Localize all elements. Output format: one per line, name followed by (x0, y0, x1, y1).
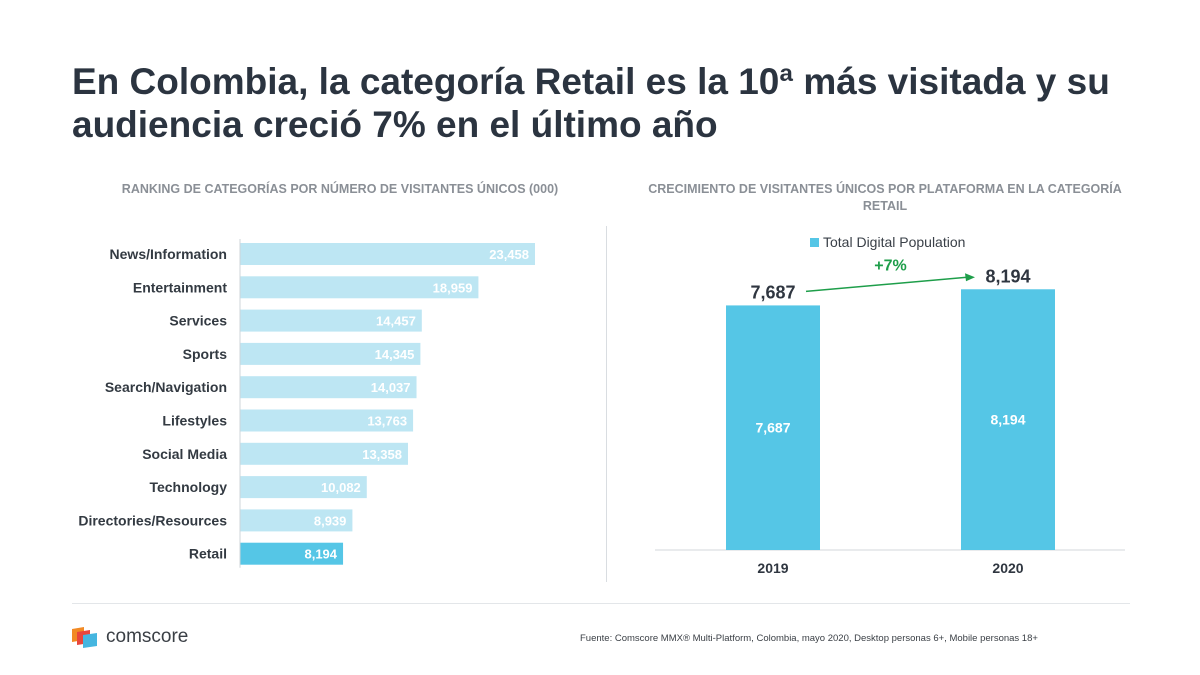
x-tick-label: 2020 (992, 560, 1023, 576)
growth-annotation: +7% (874, 257, 906, 274)
growth-arrow-line (805, 276, 968, 293)
source-note: Fuente: Comscore MMX® Multi-Platform, Co… (580, 633, 1038, 644)
bar (240, 243, 535, 265)
category-label: News/Information (110, 246, 227, 262)
bar-value-label: 13,358 (362, 447, 402, 462)
bar (726, 305, 820, 550)
bar-value-label: 14,457 (376, 314, 416, 329)
category-label: Search/Navigation (105, 379, 227, 395)
footer-divider (72, 603, 1130, 604)
bar-value-label: 14,345 (375, 347, 415, 362)
bar-value-label: 8,939 (314, 513, 347, 528)
ranking-chart-title: RANKING DE CATEGORÍAS POR NÚMERO DE VISI… (121, 182, 559, 196)
bar-value-label: 18,959 (433, 280, 473, 295)
bar-value-label: 23,458 (489, 247, 529, 262)
bar-top-value-label: 8,194 (985, 266, 1030, 286)
growth-arrow-head (965, 273, 975, 282)
x-tick-label: 2019 (757, 560, 788, 576)
vertical-divider (606, 226, 607, 582)
category-label: Retail (189, 546, 227, 562)
category-label: Services (169, 313, 227, 329)
comscore-logo-icon (72, 627, 97, 648)
bar-value-label: 13,763 (367, 414, 407, 429)
growth-chart: 7,687 7,687 2019 8,194 8,194 2020 +7% (655, 257, 1125, 576)
bar (240, 376, 417, 399)
bar (240, 309, 422, 332)
bar-inner-value-label: 8,194 (990, 412, 1025, 428)
bar-highlight (240, 542, 344, 565)
bar-inner-value-label: 7,687 (755, 420, 790, 436)
ranking-chart: News/Information 23,458 Entertainment 18,95… (78, 239, 535, 568)
bar (240, 476, 367, 499)
bar-value-label: 10,082 (321, 480, 361, 495)
growth-chart-title: CRECIMIENTO DE VISITANTES ÚNICOS POR PLA… (648, 182, 1122, 213)
category-label: Entertainment (133, 279, 227, 295)
bar-top-value-label: 7,687 (750, 282, 795, 302)
category-label: Sports (183, 346, 228, 362)
bar (240, 509, 353, 532)
brand-name: comscore (106, 626, 189, 647)
bar (240, 409, 414, 432)
bar-value-label: 8,194 (304, 547, 337, 562)
bar (240, 276, 479, 299)
comscore-logo: comscore (72, 626, 188, 648)
category-label: Lifestyles (162, 413, 227, 429)
bar (240, 342, 421, 365)
category-label: Directories/Resources (78, 512, 227, 528)
legend-swatch (810, 237, 819, 247)
bar-value-label: 14,037 (371, 380, 411, 395)
bar (961, 289, 1055, 550)
category-label: Social Media (142, 446, 227, 462)
bar (240, 442, 408, 465)
chart-legend: Total Digital Population (810, 234, 965, 250)
legend-label: Total Digital Population (823, 234, 966, 250)
category-label: Technology (149, 479, 227, 495)
page-title: En Colombia, la categoría Retail es la 1… (72, 61, 1110, 145)
